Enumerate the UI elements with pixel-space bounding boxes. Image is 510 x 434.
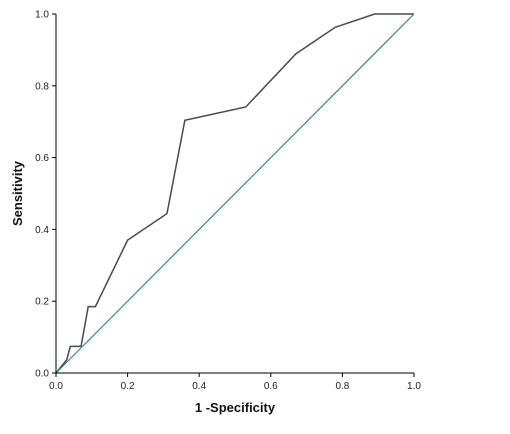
y-tick-label: 0.2 [35,297,49,308]
reference-diagonal-line [55,13,415,374]
axes-layer: 0.0 0.2 0.4 0.6 0.8 1.0 0.0 0.2 0.4 0.6 0.8 1.0 [35,10,421,393]
x-tick-label: 0.8 [335,381,349,392]
y-tick-label: 0.8 [35,81,49,92]
y-tick-label: 0.4 [35,225,49,236]
x-tick-label: 0.2 [121,381,135,392]
plot-layer [55,13,415,374]
roc-curve-line [55,13,414,374]
x-tick-label: 1.0 [407,381,421,392]
labels-layer: 1 -Specificity Sensitivity [10,160,276,415]
x-tick-label: 0.6 [264,381,278,392]
x-axis-title: 1 -Specificity [195,400,276,415]
y-tick-label: 0.0 [35,369,49,380]
x-tick-label: 0.4 [192,381,206,392]
y-axis-title: Sensitivity [10,160,25,226]
y-tick-label: 0.6 [35,153,49,164]
y-tick-label: 1.0 [35,10,49,21]
x-tick-label: 0.0 [49,381,63,392]
